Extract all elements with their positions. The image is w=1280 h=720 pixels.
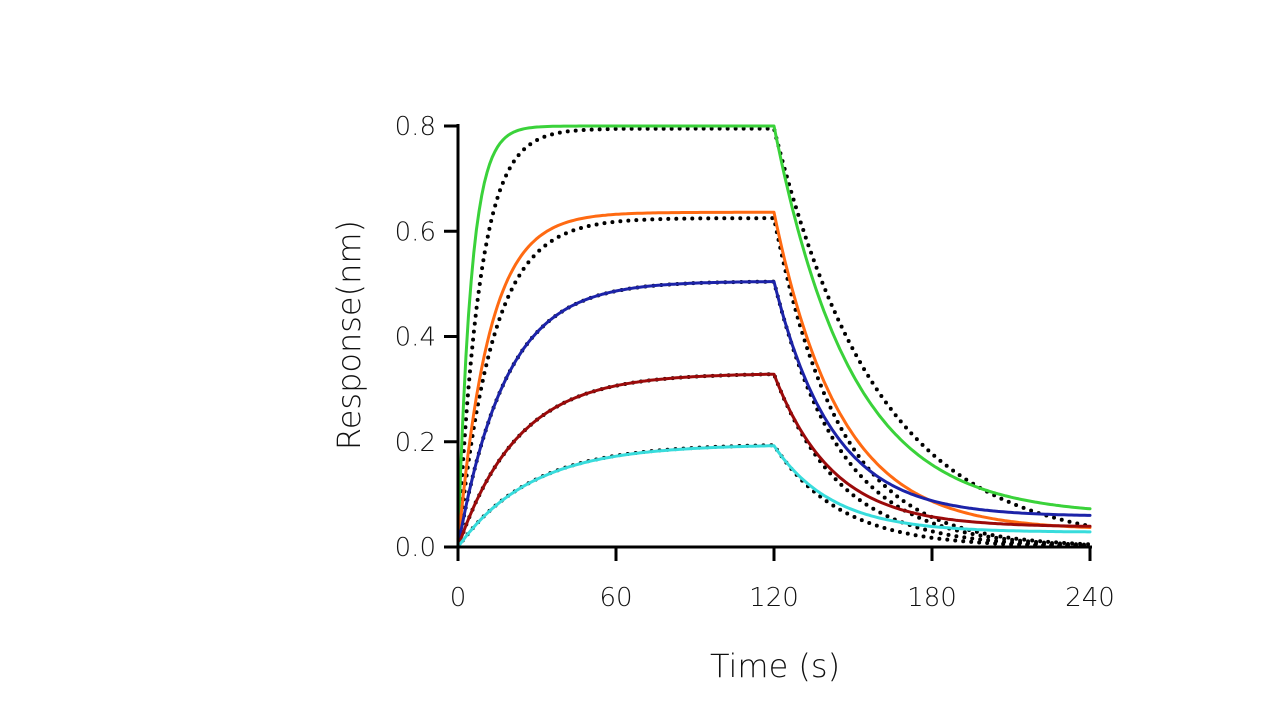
series-line-dark-red [456,372,1092,549]
x-ticks: 0 60 120 180 240 [450,547,1115,613]
y-tick-label: 0.8 [395,112,436,142]
fit-curve-orange [456,216,1092,549]
fit-curve-blue [456,279,1092,549]
x-tick-label: 0 [450,583,467,613]
y-axis-title: Response(nm) [330,220,368,450]
series-line-green [456,124,1092,549]
y-tick-label: 0.2 [395,428,436,458]
x-tick-label: 60 [599,583,632,613]
x-tick-label: 120 [749,583,799,613]
fit-curve-green [456,126,1092,549]
x-axis-title: Time (s) [710,647,840,685]
series-line-cyan [456,444,1092,549]
y-tick-label: 0.6 [395,217,436,247]
x-tick-label: 180 [907,583,957,613]
y-tick-label: 0.0 [395,533,436,563]
data-curves [456,124,1092,549]
y-tick-label: 0.4 [395,323,436,353]
x-tick-label: 240 [1065,583,1115,613]
fit-curves [456,126,1092,549]
axes [456,124,1092,549]
fit-curve-dark-red [456,372,1092,549]
y-ticks: 0.0 0.2 0.4 0.6 0.8 [395,112,458,563]
series-line-orange [456,210,1092,549]
series-line-blue [456,280,1092,549]
